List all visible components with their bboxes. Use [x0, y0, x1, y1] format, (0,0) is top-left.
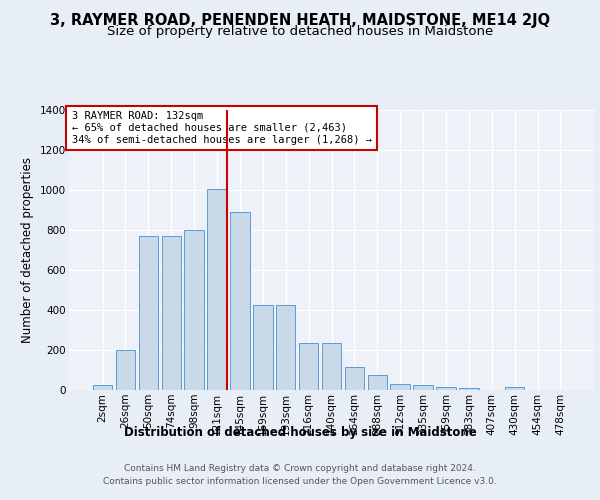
Bar [436, 387, 455, 390]
Bar [413, 385, 433, 390]
Bar [505, 387, 524, 390]
Text: 3, RAYMER ROAD, PENENDEN HEATH, MAIDSTONE, ME14 2JQ: 3, RAYMER ROAD, PENENDEN HEATH, MAIDSTON… [50, 12, 550, 28]
Bar [139, 236, 158, 390]
Bar [116, 350, 135, 390]
Bar [93, 385, 112, 390]
Bar [322, 343, 341, 390]
Bar [184, 230, 204, 390]
Bar [208, 189, 227, 390]
Text: 3 RAYMER ROAD: 132sqm
← 65% of detached houses are smaller (2,463)
34% of semi-d: 3 RAYMER ROAD: 132sqm ← 65% of detached … [71, 112, 371, 144]
Bar [391, 384, 410, 390]
Y-axis label: Number of detached properties: Number of detached properties [22, 157, 34, 343]
Bar [230, 212, 250, 390]
Bar [276, 305, 295, 390]
Bar [253, 305, 272, 390]
Text: Distribution of detached houses by size in Maidstone: Distribution of detached houses by size … [124, 426, 476, 439]
Bar [368, 375, 387, 390]
Text: Contains HM Land Registry data © Crown copyright and database right 2024.
Contai: Contains HM Land Registry data © Crown c… [103, 464, 497, 485]
Text: Size of property relative to detached houses in Maidstone: Size of property relative to detached ho… [107, 25, 493, 38]
Bar [344, 367, 364, 390]
Bar [299, 343, 319, 390]
Bar [459, 388, 479, 390]
Bar [161, 236, 181, 390]
